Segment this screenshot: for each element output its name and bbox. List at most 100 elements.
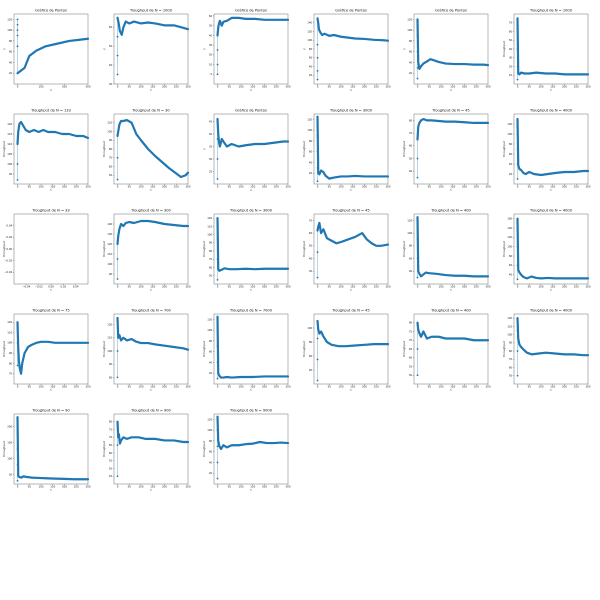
series-line [116, 16, 190, 36]
y-axis-label: throughput [402, 140, 406, 157]
x-tick-label: 100 [339, 385, 344, 389]
y-tick-label: 40 [509, 47, 513, 51]
x-tick-label: 0.00 [48, 285, 54, 289]
y-tick-label: 120 [207, 417, 212, 421]
data-point [416, 18, 419, 21]
chart-title: Troughput de N = 4000 [529, 309, 573, 313]
x-tick-label: 200 [362, 385, 367, 389]
y-tick-label: 50 [109, 466, 113, 470]
x-tick-label: 150 [450, 385, 455, 389]
y-tick-label: 45 [209, 119, 213, 123]
data-point [116, 54, 119, 57]
data-point [316, 320, 319, 322]
x-tick-label: 300 [186, 485, 191, 489]
x-tick-label: 300 [486, 285, 491, 289]
x-axis-label: t [450, 188, 452, 192]
chart-panel: Troughput de N = 45 0 50 100 150 200 250 300 40 6… [302, 306, 392, 396]
y-tick-label: 120 [7, 320, 12, 324]
y-tick-label: 90 [9, 351, 13, 355]
y-tick-label: 20 [409, 71, 413, 75]
series-line [516, 17, 590, 76]
chart-panel: Troughput de N = 1000 0 50 100 150 200 250 300 3… [102, 6, 192, 96]
data-point [16, 23, 19, 26]
y-tick-label: 10 [209, 62, 213, 66]
x-tick-label: 150 [250, 185, 255, 189]
x-tick-label: 100 [139, 185, 144, 189]
x-tick-label: 50 [128, 85, 132, 89]
plot-frame [113, 313, 189, 385]
x-axis-label: t [50, 388, 52, 392]
chart-panel: Troughput de N = 4000 0 50 100 150 200 250 300 5… [502, 306, 592, 396]
y-tick-label: 70 [9, 372, 13, 376]
x-tick-label: 0 [217, 185, 219, 189]
y-tick-label: 0.04 [6, 224, 12, 228]
x-tick-label: 300 [186, 385, 191, 389]
x-tick-label: 0 [517, 385, 519, 389]
chart-title: Troughput de N = 133 [30, 109, 71, 113]
y-tick-label: 100 [7, 341, 12, 345]
x-tick-label: 250 [574, 385, 579, 389]
y-tick-label: 110 [7, 142, 12, 146]
x-tick-label: 100 [539, 385, 544, 389]
plot-frame [13, 213, 89, 285]
y-axis-label: throughput [302, 240, 306, 257]
x-axis-label: t [50, 188, 52, 192]
x-tick-label: 300 [186, 85, 191, 89]
data-point [16, 448, 19, 450]
y-tick-label: 80 [509, 349, 513, 353]
data-point [416, 238, 419, 241]
y-tick-label: 70 [109, 435, 113, 439]
y-tick-label: 80 [309, 340, 313, 344]
x-tick-label: 0 [317, 85, 319, 89]
x-tick-label: 200 [162, 285, 167, 289]
data-point [216, 361, 219, 364]
series-line [416, 18, 490, 71]
y-tick-label: 70 [109, 156, 113, 160]
y-tick-label: 50 [9, 472, 13, 476]
data-point [516, 17, 519, 20]
y-tick-label: 110 [7, 330, 12, 334]
series-line-start [417, 19, 489, 79]
data-point [216, 178, 219, 180]
x-tick-label: 200 [162, 185, 167, 189]
x-axis-label: t [150, 288, 152, 292]
chart-title: Troughput de N = 30 [131, 109, 170, 113]
chart-svg: Troughput de N = 7000 0 50 100 150 200 250 300 2… [202, 309, 291, 393]
x-tick-label: 50 [328, 285, 332, 289]
chart-title: Troughput de N = 9000 [229, 409, 273, 413]
x-tick-label: 50 [28, 485, 32, 489]
y-axis-label: throughput [202, 240, 206, 257]
chart-svg: Troughput de N = 1000 0 50 100 150 200 250 300 3… [102, 9, 191, 93]
y-tick-label: 150 [7, 441, 12, 445]
x-tick-label: 300 [386, 185, 391, 189]
y-tick-label: 110 [207, 224, 212, 228]
x-tick-label: 150 [450, 185, 455, 189]
data-point [216, 49, 219, 51]
data-point [316, 251, 319, 254]
series-line [516, 117, 590, 177]
y-tick-label: 60 [309, 150, 313, 154]
y-tick-label: 110 [107, 336, 112, 340]
y-axis-label: y [202, 148, 206, 150]
series-line-start [517, 118, 588, 179]
x-tick-label: 0 [17, 85, 19, 89]
plot-frame [313, 113, 389, 185]
x-tick-label: 250 [174, 385, 179, 389]
plot-frame [113, 413, 189, 485]
x-tick-label: 300 [86, 385, 91, 389]
x-tick-label: 150 [350, 285, 355, 289]
x-tick-label: 250 [474, 185, 479, 189]
plot-frame [213, 213, 289, 285]
x-tick-label: 200 [462, 285, 467, 289]
y-axis-label: throughput [402, 240, 406, 257]
y-axis-label: throughput [102, 240, 106, 257]
y-tick-label: 20 [209, 53, 213, 57]
data-point [416, 34, 419, 37]
x-tick-label: 300 [486, 385, 491, 389]
y-tick-label: 100 [507, 132, 512, 136]
series-line [316, 221, 390, 247]
chart-title: Gráfico de Pontos [235, 109, 267, 113]
series-line-start [217, 316, 288, 379]
x-tick-label: 300 [386, 385, 391, 389]
data-point [16, 432, 19, 434]
